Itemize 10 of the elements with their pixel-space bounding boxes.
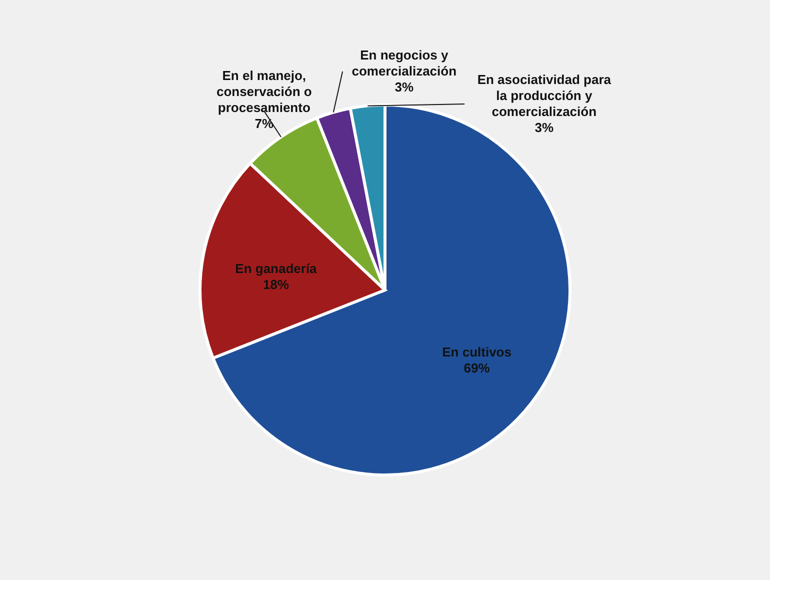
slice-label: En asociatividad para la producción y comercialización	[477, 72, 612, 119]
data-label: 7%	[254, 116, 274, 132]
data-label: 3%	[394, 80, 414, 95]
slice-label: En negocios y comercialización	[352, 48, 457, 79]
slice-label: En el manejo, conservación o procesamiento	[216, 68, 312, 116]
data-label: 69%	[464, 360, 490, 376]
data-label: 18%	[262, 277, 290, 292]
slice-label: En cultivos	[442, 344, 512, 360]
slice-label: En ganadería	[235, 261, 318, 276]
data-label: 3%	[534, 120, 554, 135]
